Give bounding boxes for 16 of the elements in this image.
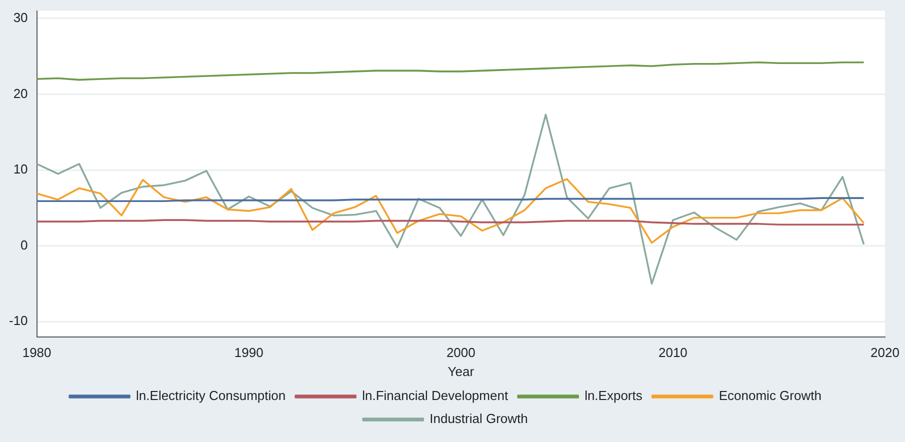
legend-label: ln.Financial Development	[362, 388, 508, 404]
legend-label: Industrial Growth	[430, 411, 528, 426]
y-tick-label: 0	[20, 237, 28, 252]
x-tick-label: 2010	[658, 345, 688, 360]
x-tick-label: 1980	[22, 345, 52, 360]
y-tick-label: 30	[13, 10, 28, 25]
y-tick-label: 10	[13, 162, 28, 177]
legend-label: Economic Growth	[718, 388, 822, 404]
y-tick-label: -10	[8, 313, 28, 328]
x-tick-label: 1990	[234, 345, 264, 360]
legend-label: ln.Electricity Consumption	[136, 388, 286, 404]
x-axis-title: Year	[448, 364, 475, 379]
x-tick-label: 2020	[870, 345, 900, 360]
x-tick-label: 2000	[446, 345, 476, 360]
y-tick-label: 20	[13, 86, 28, 101]
legend-label: ln.Exports	[584, 388, 643, 404]
